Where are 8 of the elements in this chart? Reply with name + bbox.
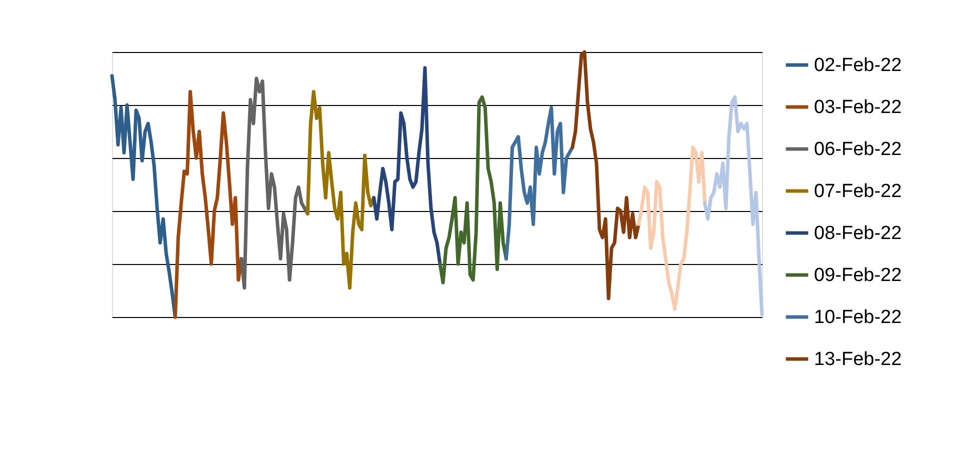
legend-label: 09-Feb-22 xyxy=(814,265,902,286)
legend-label: 07-Feb-22 xyxy=(814,181,902,202)
legend-label: 10-Feb-22 xyxy=(814,307,902,328)
legend-label: 08-Feb-22 xyxy=(814,223,902,244)
legend-label: 02-Feb-22 xyxy=(814,55,902,76)
legend-label: 03-Feb-22 xyxy=(814,97,902,118)
legend-label: 13-Feb-22 xyxy=(814,349,902,370)
legend-label: 06-Feb-22 xyxy=(814,139,902,160)
